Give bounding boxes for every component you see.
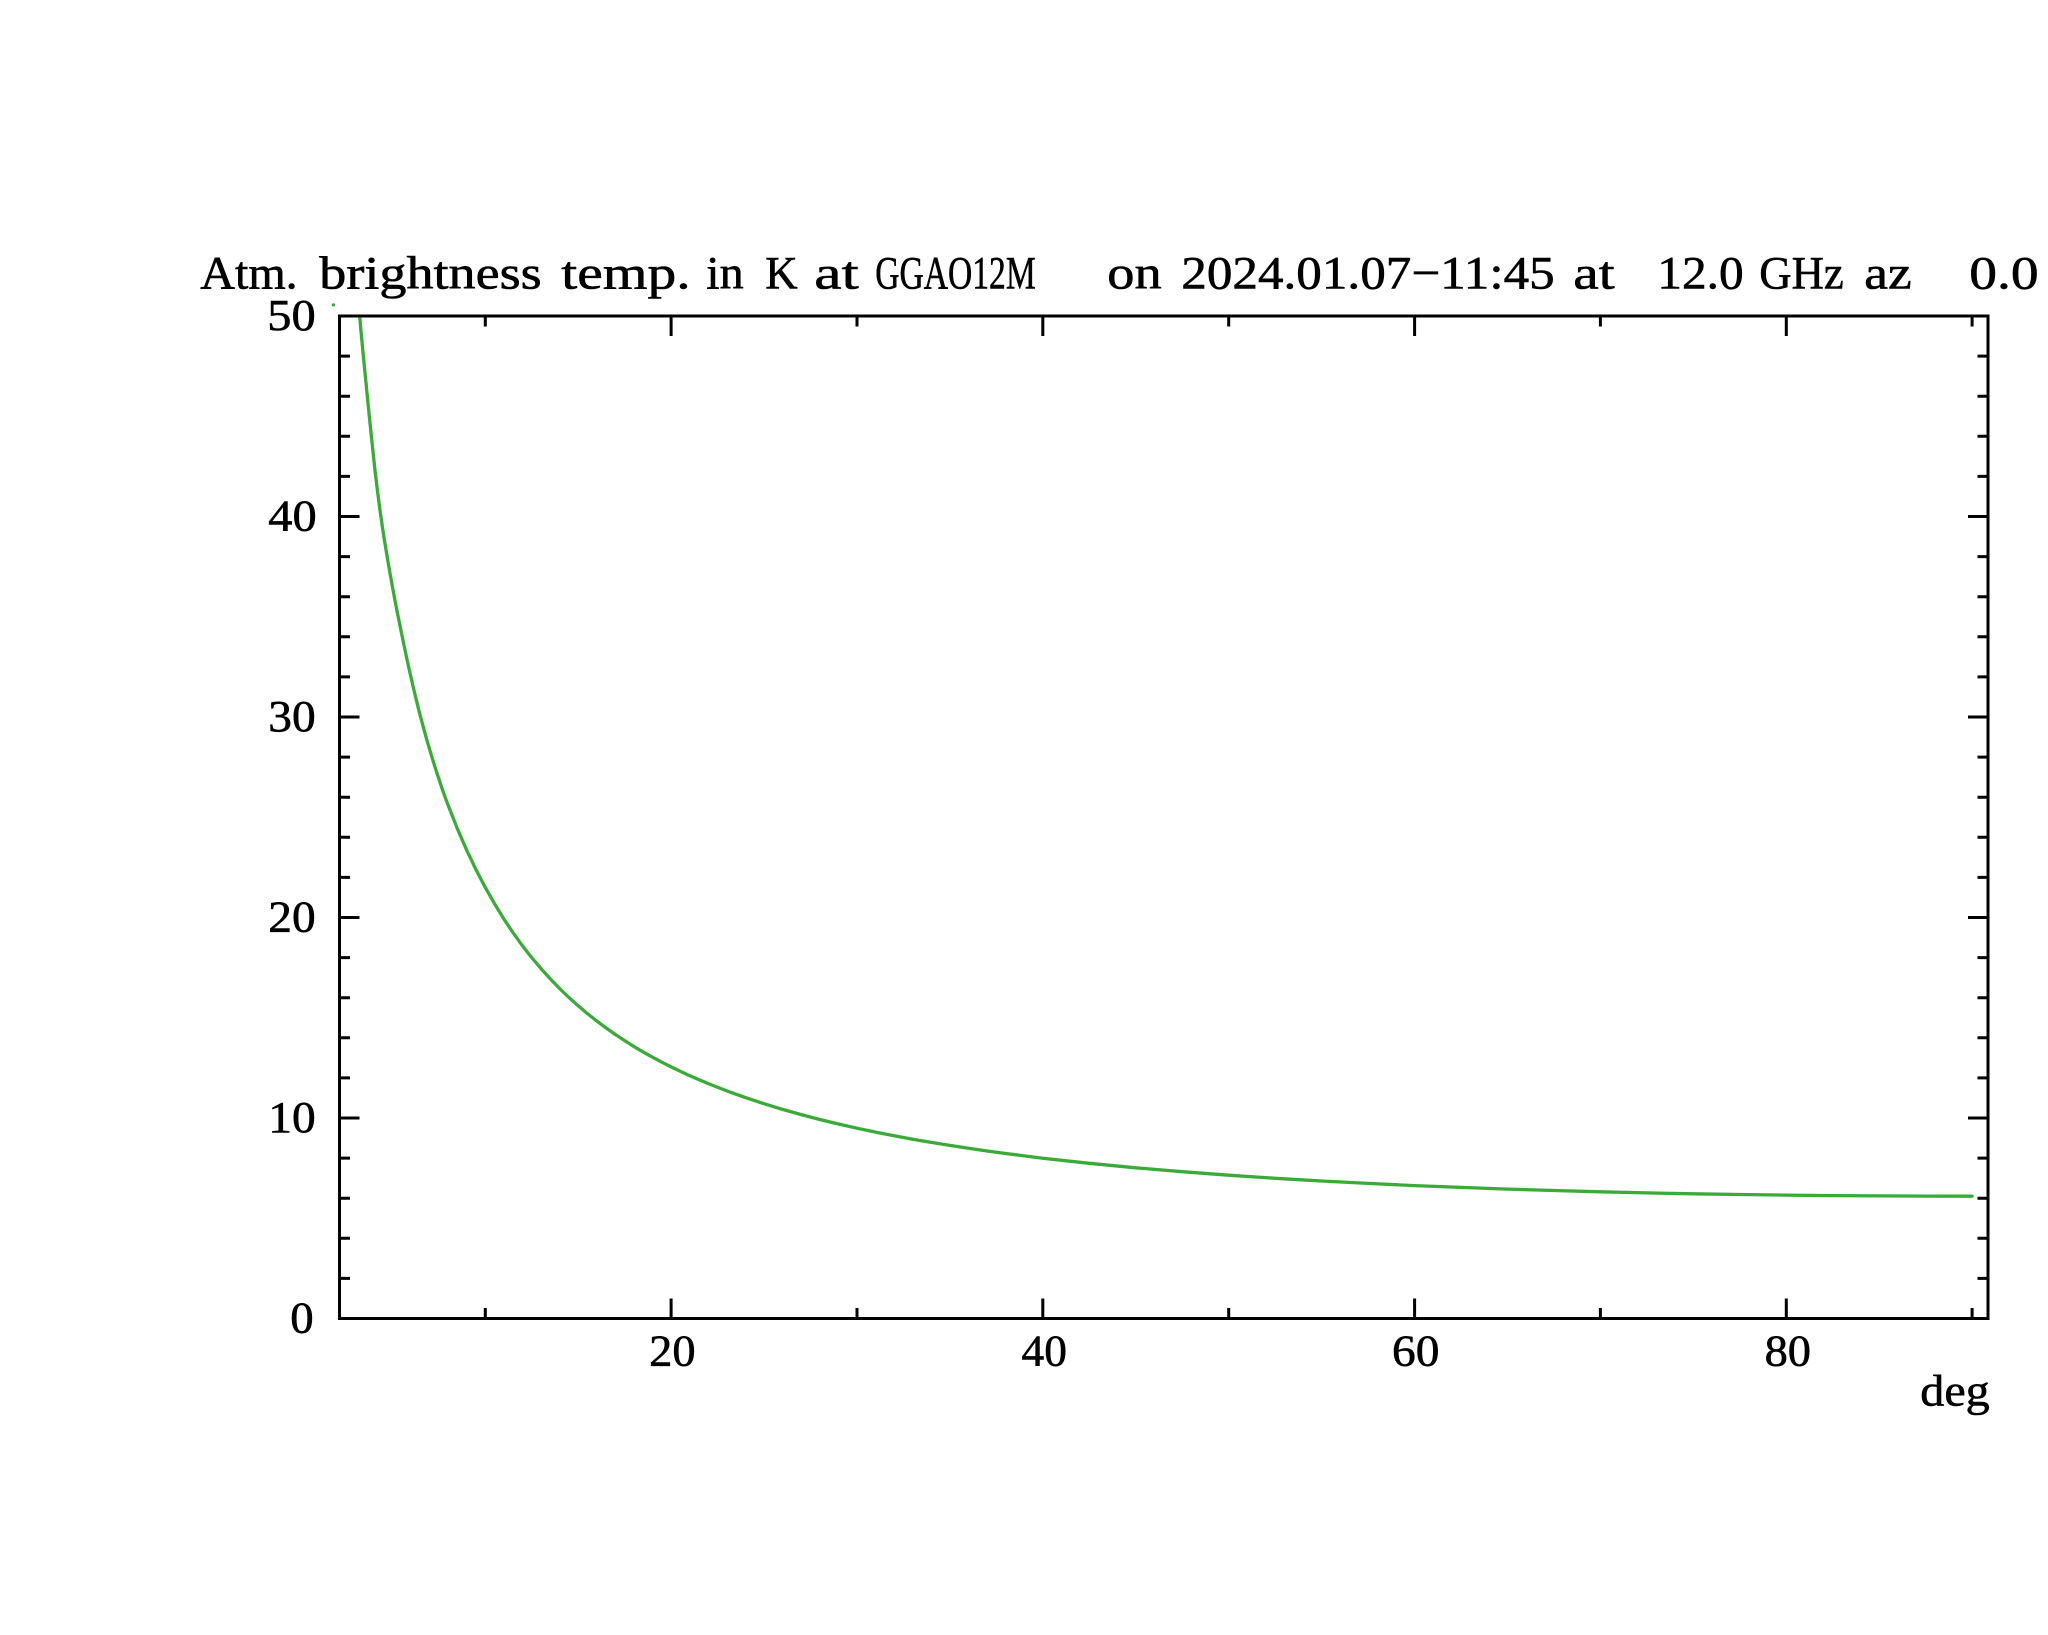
svg-text:temp.: temp. — [561, 248, 690, 300]
svg-text:K: K — [765, 248, 797, 300]
svg-text:60: 60 — [1392, 1327, 1439, 1376]
svg-text:2024.01.07−11:45: 2024.01.07−11:45 — [1181, 248, 1554, 300]
svg-text:brightness: brightness — [319, 248, 541, 300]
svg-text:0.0: 0.0 — [1969, 248, 2038, 300]
svg-text:50: 50 — [267, 291, 315, 340]
svg-text:Atm.: Atm. — [200, 248, 297, 300]
svg-text:GGAO12M: GGAO12M — [875, 248, 1035, 300]
svg-text:0: 0 — [290, 1294, 313, 1343]
svg-text:40: 40 — [1022, 1327, 1067, 1376]
svg-text:12.0: 12.0 — [1657, 248, 1743, 300]
svg-text:80: 80 — [1765, 1327, 1811, 1376]
svg-text:deg: deg — [1920, 1367, 1989, 1416]
svg-text:az: az — [1864, 248, 1911, 300]
svg-text:at: at — [814, 248, 858, 300]
svg-text:in: in — [706, 248, 743, 300]
svg-text:40: 40 — [268, 492, 316, 541]
svg-text:at: at — [1573, 248, 1614, 300]
svg-text:20: 20 — [649, 1327, 695, 1376]
svg-text:30: 30 — [268, 692, 315, 741]
svg-text:20: 20 — [268, 893, 315, 942]
svg-text:GHz: GHz — [1759, 248, 1843, 300]
svg-text:10: 10 — [268, 1093, 315, 1142]
svg-text:on: on — [1107, 248, 1161, 300]
